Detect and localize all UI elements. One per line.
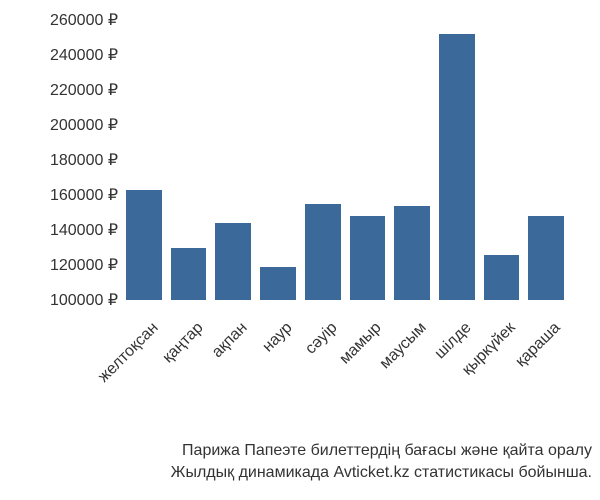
bars-container [120, 20, 570, 300]
price-bar-chart: 100000 ₽ 120000 ₽ 140000 ₽ 160000 ₽ 180000 ₽… [10, 10, 590, 430]
y-tick: 100000 ₽ [10, 290, 118, 310]
y-tick: 140000 ₽ [10, 220, 118, 240]
bar [215, 223, 251, 300]
bar [260, 267, 296, 300]
y-tick: 240000 ₽ [10, 45, 118, 65]
bar [350, 216, 386, 300]
y-tick: 120000 ₽ [10, 255, 118, 275]
y-tick-label: 200000 ₽ [50, 115, 118, 135]
bar [394, 206, 430, 301]
caption-line-2: Жылдық динамикада Avticket.kz статистика… [0, 462, 592, 484]
bar [126, 190, 162, 300]
bar [171, 248, 207, 301]
y-tick-label: 240000 ₽ [50, 45, 118, 65]
y-tick: 260000 ₽ [10, 10, 118, 30]
y-tick-label: 140000 ₽ [50, 220, 118, 240]
caption-line-1: Парижа Папеэте билеттердің бағасы және қ… [0, 440, 592, 462]
y-tick-label: 160000 ₽ [50, 185, 118, 205]
y-axis: 100000 ₽120000 ₽140000 ₽160000 ₽180000 ₽… [10, 20, 118, 300]
y-tick-label: 180000 ₽ [50, 150, 118, 170]
bar [439, 34, 475, 300]
plot-area [120, 20, 570, 300]
bar [528, 216, 564, 300]
y-tick-label: 260000 ₽ [50, 10, 118, 30]
bar [484, 255, 520, 301]
chart-caption: Парижа Папеэте билеттердің бағасы және қ… [0, 440, 600, 483]
y-tick: 160000 ₽ [10, 185, 118, 205]
bar [305, 204, 341, 300]
y-tick-label: 120000 ₽ [50, 255, 118, 275]
y-tick: 180000 ₽ [10, 150, 118, 170]
y-tick: 200000 ₽ [10, 115, 118, 135]
y-tick-label: 100000 ₽ [50, 290, 118, 310]
y-tick: 220000 ₽ [10, 80, 118, 100]
y-tick-label: 220000 ₽ [50, 80, 118, 100]
